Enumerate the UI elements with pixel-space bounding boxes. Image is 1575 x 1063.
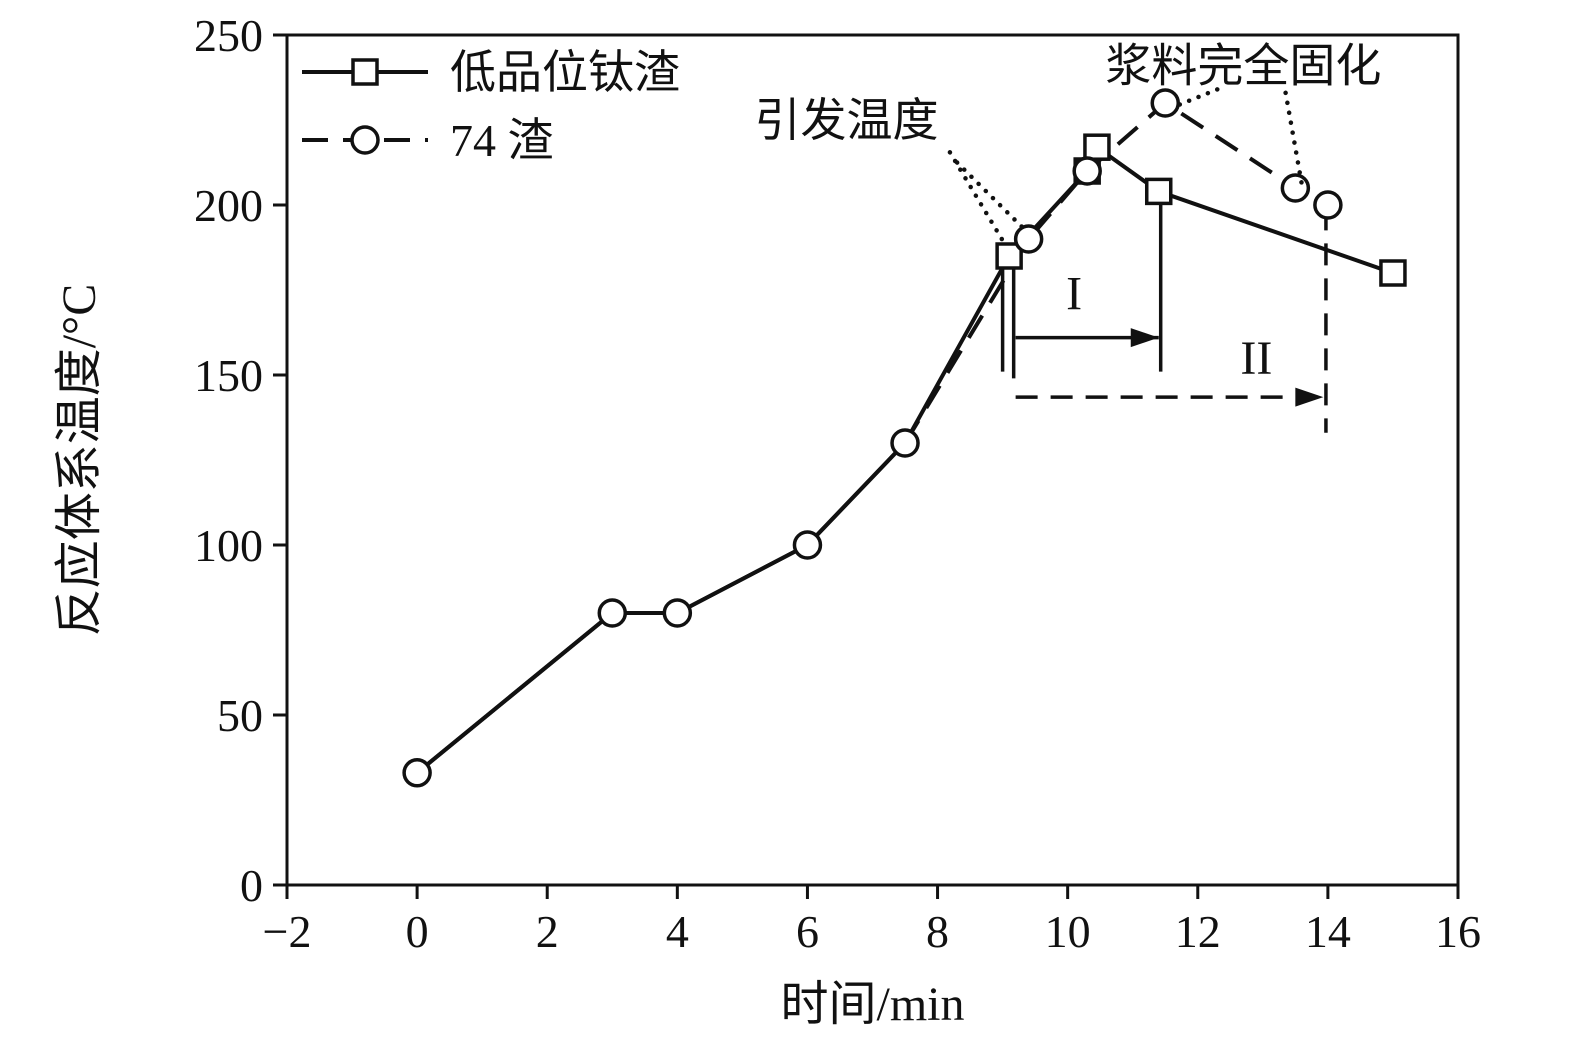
x-tick-label: 4 xyxy=(666,906,689,957)
stage-2-arrow-head xyxy=(1295,387,1324,407)
solidified-label: 浆料完全固化 xyxy=(1105,41,1381,92)
y-tick-label: 250 xyxy=(194,10,263,61)
marker-square xyxy=(995,242,1023,270)
series-line-low-grade-slag xyxy=(415,144,1394,775)
stage-2-label: II xyxy=(1240,332,1272,385)
marker-circle xyxy=(1013,224,1044,254)
x-tick-label: 14 xyxy=(1305,906,1351,957)
annotation-pointer-dotted-line xyxy=(947,150,1009,249)
stage-1-label: I xyxy=(1066,267,1082,320)
marker-square xyxy=(1083,133,1111,161)
marker-circle xyxy=(1313,190,1343,220)
marker-circle xyxy=(1072,156,1102,186)
marker-circle xyxy=(1280,173,1311,203)
marker-square xyxy=(1144,177,1173,206)
legend-marker-circle xyxy=(350,125,380,155)
x-tick-label: 2 xyxy=(536,906,559,957)
marker-square xyxy=(1379,259,1407,287)
y-tick-label: 50 xyxy=(217,690,263,741)
y-tick-label: 200 xyxy=(194,180,263,231)
x-tick-label: 6 xyxy=(796,906,819,957)
marker-circle xyxy=(1150,88,1180,118)
marker-circle xyxy=(792,530,823,560)
x-tick-label: 16 xyxy=(1435,906,1481,957)
y-tick-label: 150 xyxy=(194,350,263,401)
marker-circle xyxy=(597,598,628,628)
x-tick-label: 8 xyxy=(926,906,949,957)
legend-marker-square xyxy=(351,58,379,86)
x-tick-label: 0 xyxy=(406,906,429,957)
marker-circle xyxy=(890,428,920,458)
annotation-pointer-dotted-line xyxy=(954,160,1030,235)
y-tick-label: 0 xyxy=(240,860,263,911)
series-line-74-slag-dashed-part xyxy=(903,100,1329,445)
stage-1-arrow-head xyxy=(1130,328,1159,348)
x-tick-label: 10 xyxy=(1045,906,1091,957)
y-tick-label: 100 xyxy=(194,520,263,571)
y-axis-title: 反应体系温度/°C xyxy=(53,284,106,637)
marker-circle xyxy=(662,598,693,628)
series-line-74-slag-solid-part xyxy=(415,441,907,775)
x-axis-title: 时间/min xyxy=(780,978,964,1031)
legend-label-1: 低品位钛渣 xyxy=(450,47,680,98)
legend-label-2: 74 渣 xyxy=(450,115,554,166)
marker-circle xyxy=(402,758,432,788)
annotation-pointer-dotted-line xyxy=(1283,90,1305,187)
x-tick-label: −2 xyxy=(263,906,312,957)
plot-frame xyxy=(285,33,1460,887)
initiation-temp-label: 引发温度 xyxy=(754,95,938,146)
x-tick-label: 12 xyxy=(1175,906,1221,957)
annotation-pointer-dotted-line xyxy=(1172,87,1220,109)
